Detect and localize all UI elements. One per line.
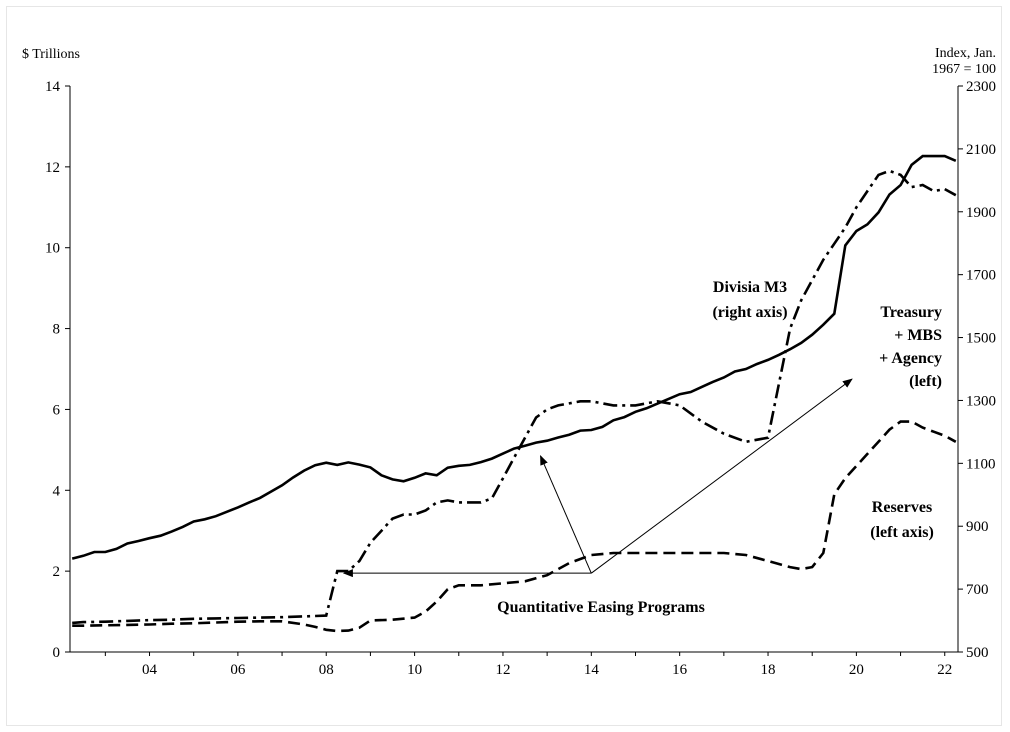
x-tick-label: 10 [407,662,422,678]
left-axis-label: $ Trillions [22,47,80,62]
treasury-label-line1: Treasury [880,304,942,321]
qe-arrows [342,378,853,578]
right-axis-label-line2: 1967 = 100 [932,62,996,77]
series-reserves-line [72,420,957,633]
divisia-label-line2: (right axis) [712,304,787,321]
right-tick-label: 2100 [966,142,996,158]
x-tick-label: 22 [937,662,952,678]
left-axis-ticks: 0 2 4 6 8 10 12 14 [45,79,70,661]
x-tick-label: 20 [849,662,864,678]
qe-programs-label: Quantitative Easing Programs [497,599,705,616]
right-tick-label: 1300 [966,393,996,409]
x-tick-label: 14 [584,662,600,678]
x-tick-label: 08 [319,662,334,678]
left-tick-label: 2 [53,564,61,580]
qe-arrow [540,455,592,574]
treasury-label-line3: + Agency [879,350,942,367]
x-tick-label: 04 [142,662,158,678]
left-tick-label: 4 [53,483,61,499]
left-tick-label: 14 [45,79,61,95]
left-tick-label: 12 [45,160,60,176]
divisia-label-line1: Divisia M3 [713,279,787,296]
chart-frame [6,6,1002,726]
right-tick-label: 1500 [966,331,996,347]
left-tick-label: 10 [45,241,60,257]
qe-arrow [591,378,853,574]
left-tick-label: 0 [53,645,61,661]
x-axis-ticks: 04 06 08 10 12 14 16 18 20 22 [104,652,952,678]
right-tick-label: 2300 [966,79,996,95]
left-tick-label: 6 [53,402,61,418]
left-tick-label: 8 [53,322,61,338]
right-axis-ticks: 500 700 900 1100 1300 1500 1700 1900 2100 2300 [958,79,996,661]
reserves-label-line1: Reserves [872,499,932,516]
treasury-label-line2: + MBS [894,327,942,344]
series-divisia-m3-line [71,154,957,560]
x-tick-label: 12 [495,662,510,678]
x-tick-label: 06 [230,662,246,678]
right-tick-label: 1900 [966,205,996,221]
treasury-label-line4: (left) [909,373,942,390]
right-axis-label-line1: Index, Jan. [935,46,996,61]
right-tick-label: 1100 [966,456,995,472]
reserves-label-line2: (left axis) [870,524,934,541]
right-tick-label: 700 [966,582,989,598]
x-tick-label: 16 [672,662,688,678]
right-tick-label: 500 [966,645,989,661]
series-treasury-mbs-agency-line [72,169,957,625]
right-tick-label: 900 [966,519,989,535]
right-tick-label: 1700 [966,268,996,284]
x-tick-label: 18 [761,662,776,678]
